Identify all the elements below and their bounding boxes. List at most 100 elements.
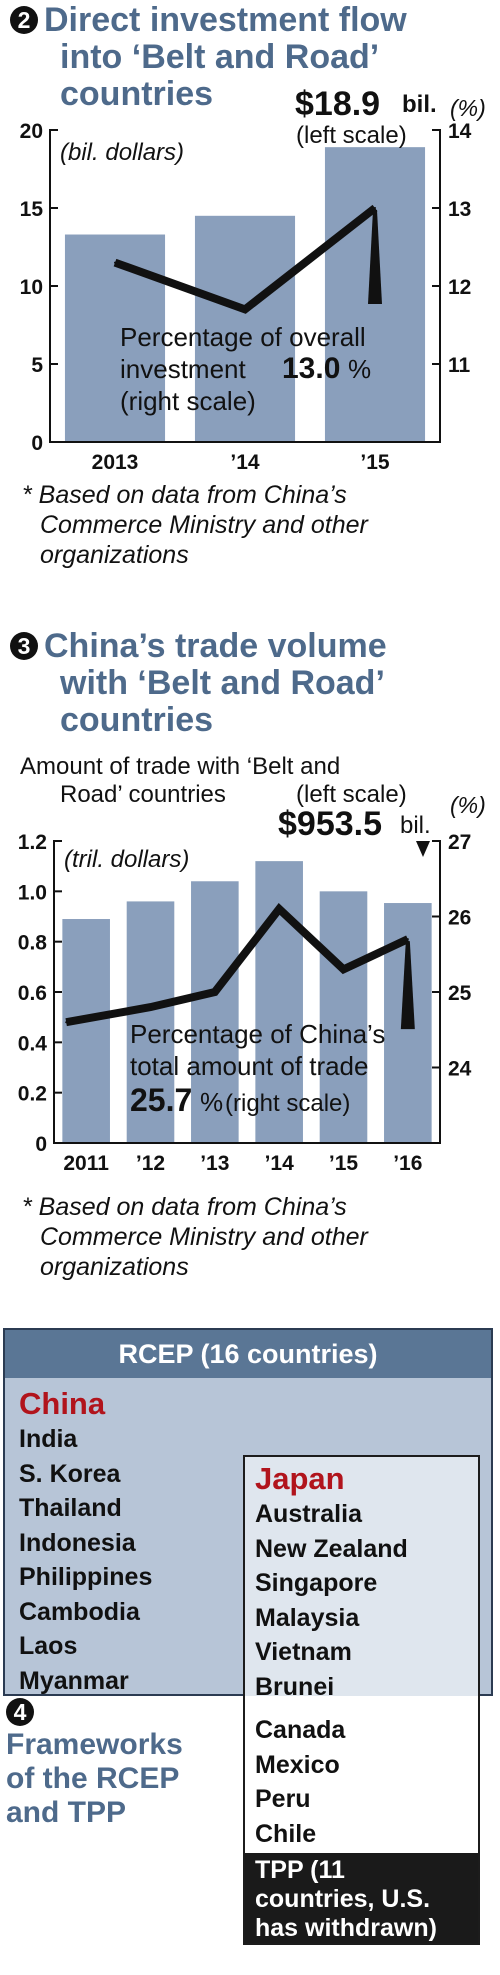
line-point — [406, 938, 409, 941]
x-tick-label: ’13 — [200, 1152, 229, 1175]
note-line: Commerce Ministry and other — [40, 511, 368, 539]
frameworks-title-line3: and TPP — [6, 1796, 127, 1829]
line-label: total amount of trade — [130, 1051, 368, 1081]
country-item: Thailand — [19, 1494, 122, 1522]
rcep-header: RCEP (16 countries) — [5, 1330, 491, 1378]
country-item: Cambodia — [19, 1597, 140, 1626]
chart2: Amount of trade with ‘Belt and Road’ coun… — [0, 745, 500, 1190]
series-label: Road’ countries — [60, 781, 226, 808]
bar — [126, 901, 175, 1143]
bar — [194, 215, 296, 442]
rcep-lead-country: China — [19, 1386, 106, 1421]
left-tick-label: 0.2 — [18, 1083, 47, 1106]
country-item: Brunei — [255, 1672, 335, 1701]
left-tick-label: 0 — [31, 432, 43, 455]
frameworks-title-line1: Frameworks — [6, 1728, 183, 1761]
country-item: Peru — [255, 1785, 311, 1813]
line-point — [65, 1021, 68, 1024]
x-tick-label: ’16 — [393, 1152, 422, 1175]
line-value-pointer — [368, 210, 382, 304]
series-label: Amount of trade with ‘Belt and — [20, 753, 340, 780]
chart2-title: 3 China’s trade volume with ‘Belt and Roa… — [10, 628, 387, 739]
shared-lead-country: Japan — [255, 1461, 345, 1496]
right-tick-label: 11 — [448, 354, 471, 377]
x-tick-label: ’14 — [230, 451, 260, 474]
chart1-title-line3: countries — [60, 75, 214, 113]
x-tick-label: ’15 — [329, 1152, 359, 1175]
line-series — [65, 903, 410, 1027]
x-tick-label: ’15 — [360, 451, 390, 474]
right-tick-label: 25 — [448, 982, 472, 1005]
right-axis-label: (%) — [450, 792, 486, 818]
bar — [64, 234, 166, 442]
line-point — [278, 907, 281, 910]
line-point — [213, 991, 216, 993]
left-tick-label: 0.6 — [18, 982, 47, 1005]
line-pct-label: % — [348, 354, 371, 384]
chart1-svg: 2013 ’14 ’15 0 5 10 15 20 11 12 13 14 (bil. dollars)… — [20, 85, 486, 474]
note-line: * Based on data from China’s — [22, 481, 347, 509]
x-tick-label: ’14 — [265, 1152, 295, 1175]
right-tick-label: 27 — [448, 831, 471, 854]
country-item: Singapore — [255, 1569, 378, 1597]
country-item: Canada — [255, 1716, 346, 1744]
note-line: Commerce Ministry and other — [40, 1223, 368, 1251]
country-item: Myanmar — [19, 1666, 129, 1695]
line-value-label: 13.0 — [282, 352, 340, 385]
chart2-title-line3: countries — [60, 701, 214, 739]
section-number-badge: 4 — [6, 1698, 34, 1726]
right-tick-label: 26 — [448, 907, 471, 930]
left-axis-label: (bil. dollars) — [60, 139, 184, 166]
bar-unit-label: bil. — [402, 91, 437, 118]
note-line: organizations — [40, 1253, 189, 1281]
country-item: Australia — [255, 1500, 362, 1528]
line-scale-label: (right scale) — [225, 1090, 350, 1117]
rcep-country-list: China India S. Korea Thailand Indonesia … — [19, 1386, 152, 1698]
line-scale-label: (right scale) — [120, 386, 256, 416]
bar-value-pointer — [416, 841, 430, 857]
rcep-tpp-overlap — [245, 1457, 478, 1696]
line-point — [114, 261, 116, 264]
bar-scale-label: (left scale) — [296, 122, 407, 149]
country-item: Malaysia — [255, 1603, 360, 1632]
left-tick-label: 1.0 — [18, 881, 47, 904]
line-label: Percentage of overall — [120, 322, 366, 352]
x-tick-label: ’12 — [136, 1152, 165, 1175]
right-axis-label: (%) — [450, 95, 486, 121]
line-point — [149, 1006, 152, 1009]
left-tick-label: 1.2 — [18, 831, 47, 854]
note-line: * Based on data from China’s — [22, 1193, 347, 1221]
line-value-label: 25.7 — [130, 1082, 192, 1118]
line-point — [244, 308, 246, 311]
chart2-title-line1: China’s trade volume — [44, 627, 387, 665]
bar-value-label: $953.5 — [278, 805, 382, 843]
chart1-title-line1: Direct investment flow — [44, 1, 407, 39]
country-item: India — [19, 1425, 78, 1453]
country-item: Vietnam — [255, 1638, 352, 1666]
chart1-title-line2: into ‘Belt and Road’ — [60, 38, 380, 76]
chart1: 2013 ’14 ’15 0 5 10 15 20 11 12 13 14 (bil. dollars)… — [0, 80, 500, 475]
x-tick-label: 2013 — [92, 451, 139, 474]
section-number-badge: 3 — [10, 632, 38, 660]
line-pct-label: % — [200, 1087, 223, 1117]
country-item: Laos — [19, 1632, 78, 1660]
frameworks-title: 4 Frameworks of the RCEP and TPP — [6, 1694, 183, 1830]
line-value-pointer — [400, 941, 415, 1030]
frameworks-title-line2: of the RCEP — [6, 1762, 180, 1795]
chart2-title-line2: with ‘Belt and Road’ — [60, 664, 385, 702]
series-scale-label: (left scale) — [296, 781, 407, 808]
chart2-source-note: * Based on data from China’s Commerce Mi… — [22, 1192, 368, 1282]
tpp-country-list: Japan Australia New Zealand Singapore Ma… — [255, 1461, 408, 1851]
left-axis-label: (tril. dollars) — [64, 846, 189, 873]
country-item: S. Korea — [19, 1459, 121, 1488]
x-tick-label: 2011 — [63, 1152, 109, 1175]
line-point — [374, 207, 376, 209]
bar — [191, 881, 239, 1143]
line-label: investment — [120, 354, 246, 384]
left-tick-label: 15 — [20, 198, 44, 221]
country-item: New Zealand — [255, 1534, 408, 1563]
chart1-title: 2 Direct investment flow into ‘Belt and R… — [10, 2, 407, 113]
country-item: Mexico — [255, 1750, 340, 1779]
left-tick-label: 0.8 — [18, 932, 48, 955]
